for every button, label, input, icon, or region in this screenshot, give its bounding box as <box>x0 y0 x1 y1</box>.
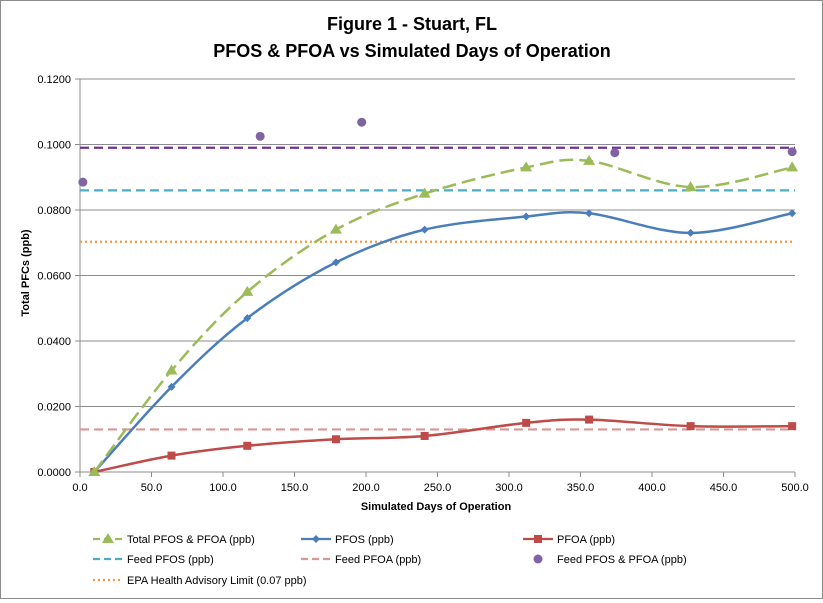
axes <box>75 78 796 477</box>
x-tick-label: 200.0 <box>352 482 380 494</box>
series-5-point <box>78 177 88 187</box>
x-tick-label: 450.0 <box>710 482 738 494</box>
x-tick-label: 300.0 <box>495 482 523 494</box>
series-2-point <box>788 422 797 431</box>
series-2-line <box>94 418 793 474</box>
chart-subtitle: PFOS & PFOA vs Simulated Days of Operati… <box>213 41 610 61</box>
chart-title: Figure 1 - Stuart, FL <box>327 14 497 34</box>
series-1-point <box>420 225 429 234</box>
y-tick-label: 0.0600 <box>37 271 71 283</box>
series-0-point <box>583 154 596 165</box>
series-0-point <box>786 161 799 172</box>
y-tick-label: 0.1200 <box>37 74 71 86</box>
legend-label: PFOS (ppb) <box>335 534 394 546</box>
series-2-point <box>331 435 340 444</box>
series-1-point <box>686 228 695 237</box>
series-0-point <box>241 285 254 296</box>
legend-swatch-marker <box>534 535 542 543</box>
x-tick-label: 400.0 <box>638 482 666 494</box>
y-tick-label: 0.0200 <box>37 402 71 414</box>
series-layer <box>78 117 799 476</box>
legend-item: PFOS (ppb) <box>301 534 394 546</box>
series-0-point <box>329 223 342 234</box>
x-tick-label: 0.0 <box>72 482 87 494</box>
series-1-point <box>243 314 252 323</box>
series-0-point <box>165 364 178 375</box>
legend-label: Feed PFOA (ppb) <box>335 554 421 566</box>
series-1 <box>90 209 797 476</box>
x-tick-label: 50.0 <box>141 482 162 494</box>
legend: Total PFOS & PFOA (ppb) PFOS (ppb) PFOA (p… <box>93 533 687 587</box>
y-tick-label: 0.0400 <box>37 336 71 348</box>
series-5-point <box>787 147 797 157</box>
series-5-point <box>357 117 367 127</box>
legend-item: EPA Health Advisory Limit (0.07 ppb) <box>93 575 307 587</box>
series-2-point <box>243 441 252 450</box>
series-0-point <box>684 181 697 192</box>
series-1-point <box>522 212 531 221</box>
x-tick-label: 250.0 <box>424 482 452 494</box>
y-tick-label: 0.1000 <box>37 140 71 152</box>
legend-label: Feed PFOS (ppb) <box>127 554 214 566</box>
legend-label: EPA Health Advisory Limit (0.07 ppb) <box>127 575 307 587</box>
series-5-point <box>610 148 620 158</box>
y-tick-label: 0.0000 <box>37 467 71 479</box>
series-0-point <box>418 187 431 198</box>
series-2 <box>90 415 797 476</box>
x-tick-label: 150.0 <box>281 482 309 494</box>
x-tick-label: 100.0 <box>209 482 237 494</box>
series-0-point <box>88 466 101 476</box>
legend-swatch-marker <box>102 533 114 543</box>
series-5-point <box>255 131 265 141</box>
legend-item: Feed PFOS & PFOA (ppb) <box>533 554 687 566</box>
legend-swatch-marker <box>533 554 543 564</box>
x-tick-label: 350.0 <box>567 482 595 494</box>
legend-item: PFOA (ppb) <box>523 534 615 546</box>
series-5 <box>78 117 797 187</box>
legend-label: PFOA (ppb) <box>557 534 615 546</box>
series-2-point <box>522 418 531 427</box>
series-1-point <box>331 258 340 267</box>
legend-label: Feed PFOS & PFOA (ppb) <box>557 554 687 566</box>
legend-item: Total PFOS & PFOA (ppb) <box>93 533 255 546</box>
tick-labels: 0.0000 0.0200 0.0400 0.0600 0.0800 0.1000 0.12… <box>37 74 808 494</box>
legend-swatch-marker <box>312 535 320 543</box>
x-tick-label: 500.0 <box>781 482 809 494</box>
series-2-point <box>585 415 594 424</box>
series-2-point <box>167 451 176 460</box>
legend-label: Total PFOS & PFOA (ppb) <box>127 534 255 546</box>
x-axis-label: Simulated Days of Operation <box>361 501 512 513</box>
y-tick-label: 0.0800 <box>37 205 71 217</box>
y-axis-label: Total PFCs (ppb) <box>20 229 32 317</box>
series-1-point <box>788 209 797 218</box>
series-1-point <box>167 382 176 391</box>
series-0-point <box>520 161 533 172</box>
series-1-point <box>585 209 594 218</box>
legend-item: Feed PFOA (ppb) <box>301 554 421 566</box>
series-2-point <box>686 422 695 431</box>
series-2-point <box>420 431 429 440</box>
gridlines <box>80 78 795 407</box>
legend-item: Feed PFOS (ppb) <box>93 554 214 566</box>
series-0 <box>88 154 799 476</box>
